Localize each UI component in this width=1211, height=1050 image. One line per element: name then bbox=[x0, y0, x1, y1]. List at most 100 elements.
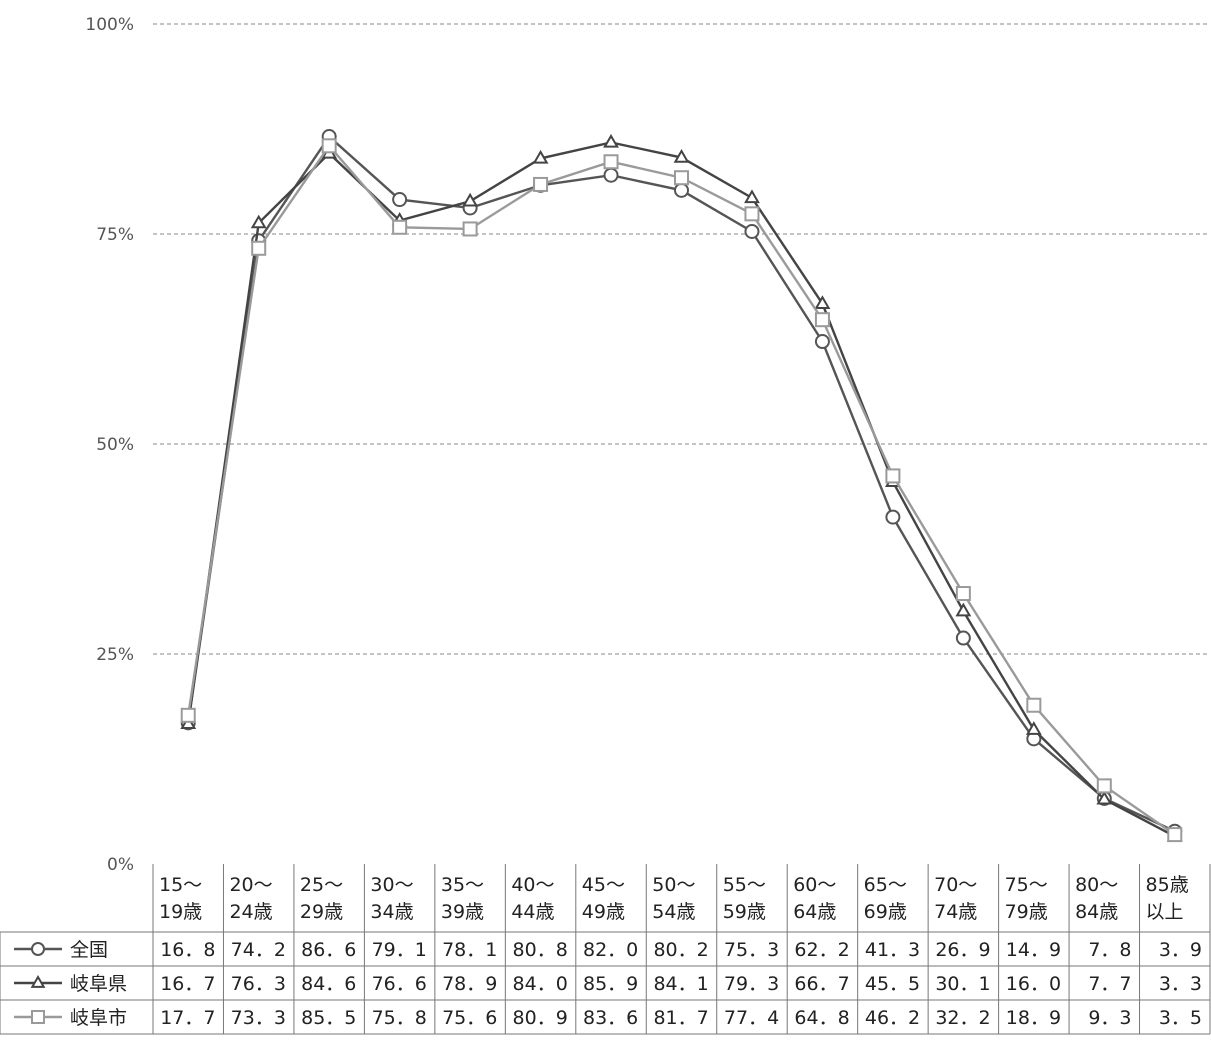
data-label: 79．3 bbox=[724, 973, 779, 995]
data-label: 78．1 bbox=[442, 939, 497, 961]
data-label: 66．7 bbox=[794, 973, 849, 995]
category-label: 84歳 bbox=[1075, 901, 1118, 923]
data-label: 76．6 bbox=[372, 973, 427, 995]
marker-triangle bbox=[955, 602, 972, 617]
marker-circle bbox=[603, 167, 619, 183]
marker-square bbox=[392, 219, 408, 235]
data-label: 80．2 bbox=[653, 939, 708, 961]
data-label: 3．3 bbox=[1159, 973, 1202, 995]
category-label: 74歳 bbox=[934, 901, 977, 923]
y-tick-label: 25% bbox=[96, 645, 134, 665]
category-label: 35～ bbox=[441, 874, 484, 896]
category-label: 49歳 bbox=[582, 901, 625, 923]
marker-square bbox=[955, 586, 971, 602]
marker-square bbox=[31, 1010, 45, 1024]
data-label: 79．1 bbox=[372, 939, 427, 961]
data-label: 9．3 bbox=[1088, 1007, 1131, 1029]
data-label: 78．9 bbox=[442, 973, 497, 995]
data-label: 86．6 bbox=[301, 939, 356, 961]
data-label: 85．9 bbox=[583, 973, 638, 995]
marker-triangle bbox=[1025, 721, 1042, 735]
marker-triangle bbox=[462, 192, 479, 207]
category-label: 34歳 bbox=[370, 901, 413, 923]
data-label: 26．9 bbox=[935, 939, 990, 961]
category-label: 50～ bbox=[652, 874, 695, 896]
category-label: 59歳 bbox=[723, 901, 766, 923]
category-label: 20～ bbox=[229, 874, 272, 896]
y-tick-label: 75% bbox=[96, 225, 134, 245]
marker-square bbox=[180, 707, 196, 723]
category-label: 85歳 bbox=[1146, 874, 1189, 896]
category-label: 19歳 bbox=[159, 901, 202, 923]
data-label: 3．9 bbox=[1159, 939, 1202, 961]
data-label: 80．9 bbox=[513, 1007, 568, 1029]
marker-square bbox=[1026, 697, 1042, 713]
data-table: 15～ 19歳 20～ 24歳 25～ 29歳 30～ 34歳 35～ 39歳 40～ 44歳 45～ 4… bbox=[0, 864, 1211, 1035]
data-label: 46．2 bbox=[865, 1007, 920, 1029]
data-label: 7．8 bbox=[1088, 939, 1131, 961]
marker-triangle bbox=[603, 133, 619, 148]
category-label: 24歳 bbox=[229, 901, 272, 923]
marker-square bbox=[251, 240, 267, 256]
data-label: 32．2 bbox=[935, 1007, 990, 1029]
data-label: 41．3 bbox=[865, 939, 920, 961]
marker-square bbox=[321, 138, 337, 154]
data-label: 45．5 bbox=[865, 973, 920, 995]
data-label: 18．9 bbox=[1006, 1007, 1061, 1029]
series-lines bbox=[180, 129, 1183, 843]
y-tick-label: 50% bbox=[96, 435, 134, 455]
marker-triangle bbox=[30, 974, 46, 988]
marker-square bbox=[744, 206, 760, 222]
series-line bbox=[187, 141, 1176, 838]
data-label: 81．7 bbox=[653, 1007, 708, 1029]
marker-square bbox=[885, 468, 901, 484]
data-label: 84．1 bbox=[653, 973, 708, 995]
data-label: 82．0 bbox=[583, 939, 638, 961]
data-label: 17．7 bbox=[160, 1007, 215, 1029]
category-label: 70～ bbox=[934, 874, 977, 896]
marker-circle bbox=[744, 223, 760, 239]
marker-triangle bbox=[744, 189, 760, 204]
marker-square bbox=[1096, 778, 1112, 794]
marker-circle bbox=[31, 942, 45, 956]
data-label: 85．5 bbox=[301, 1007, 356, 1029]
marker-triangle bbox=[673, 149, 690, 163]
category-label: 44歳 bbox=[511, 901, 554, 923]
data-label: 83．6 bbox=[583, 1007, 638, 1029]
data-label: 77．4 bbox=[724, 1007, 779, 1029]
legend-label: 岐阜市 bbox=[70, 1007, 127, 1029]
data-label: 75．3 bbox=[724, 939, 779, 961]
data-label: 76．3 bbox=[231, 973, 286, 995]
series-line bbox=[187, 134, 1176, 833]
marker-circle bbox=[814, 334, 830, 350]
data-label: 14．9 bbox=[1006, 939, 1061, 961]
data-label: 16．0 bbox=[1006, 973, 1061, 995]
marker-square bbox=[533, 176, 549, 192]
marker-square bbox=[603, 154, 619, 170]
marker-square bbox=[1167, 827, 1183, 843]
category-label: 75～ bbox=[1005, 874, 1048, 896]
category-label: 79歳 bbox=[1005, 901, 1048, 923]
category-label: 25～ bbox=[300, 874, 343, 896]
marker-square bbox=[674, 170, 689, 186]
category-label: 30～ bbox=[370, 874, 413, 896]
marker-circle bbox=[674, 182, 689, 198]
category-label: 29歳 bbox=[300, 901, 343, 923]
data-label: 84．6 bbox=[301, 973, 356, 995]
category-label: 45～ bbox=[582, 874, 625, 896]
y-tick-label: 0% bbox=[107, 855, 134, 875]
marker-square bbox=[462, 221, 478, 237]
data-label: 73．3 bbox=[231, 1007, 286, 1029]
data-label: 75．8 bbox=[372, 1007, 427, 1029]
marker-triangle bbox=[1096, 790, 1113, 805]
category-label: 15～ bbox=[159, 874, 202, 896]
category-label: 54歳 bbox=[652, 901, 695, 923]
y-tick-label: 100% bbox=[85, 15, 134, 35]
data-label: 64．8 bbox=[794, 1007, 849, 1029]
category-label: 55～ bbox=[723, 874, 766, 896]
legend-label: 全国 bbox=[70, 939, 108, 961]
data-label: 84．0 bbox=[513, 973, 568, 995]
marker-triangle bbox=[814, 295, 831, 309]
data-label: 16．8 bbox=[160, 939, 215, 961]
